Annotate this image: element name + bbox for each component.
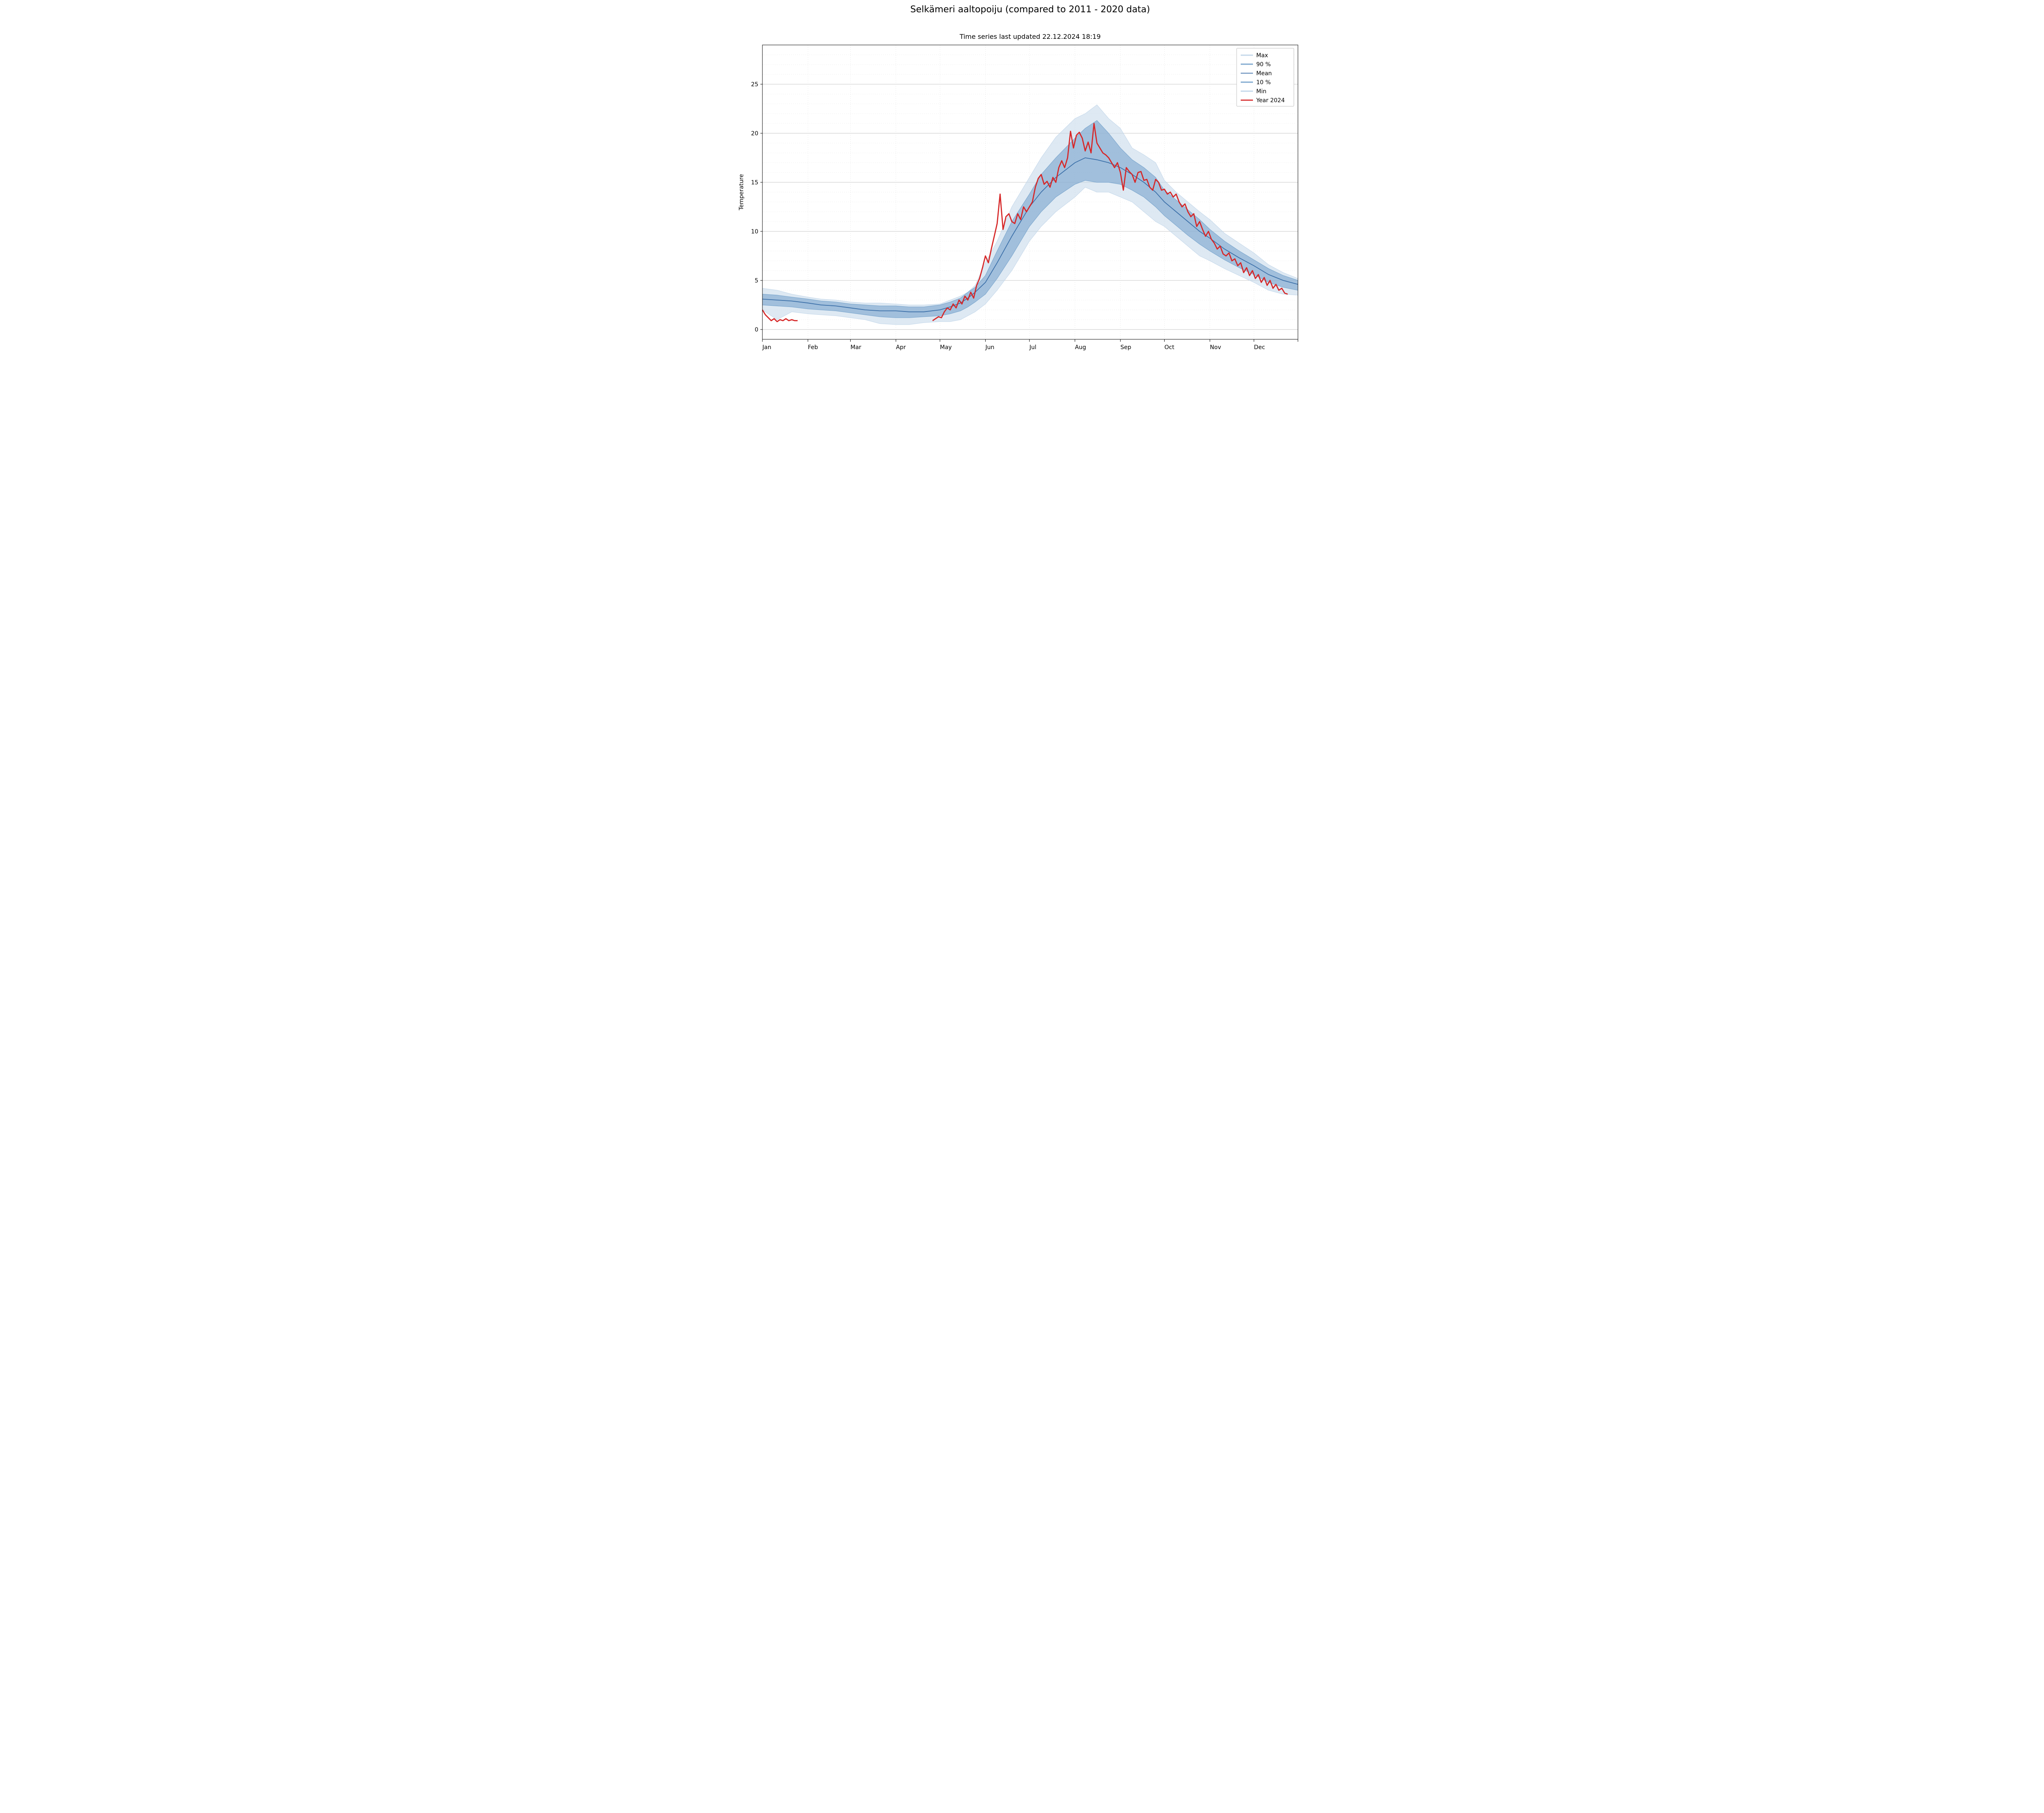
ytick-label: 5 (755, 278, 758, 284)
xtick-label: Nov (1210, 344, 1221, 351)
xtick-label: Jul (1029, 344, 1036, 351)
chart-subtitle: Time series last updated 22.12.2024 18:1… (959, 33, 1100, 40)
xtick-label: Feb (808, 344, 818, 351)
xtick-label: Jan (762, 344, 771, 351)
legend-label: Max (1256, 52, 1268, 59)
temperature-timeseries-chart: Selkämeri aaltopoiju (compared to 2011 -… (736, 0, 1308, 367)
ytick-label: 25 (751, 81, 758, 88)
legend-label: Year 2024 (1256, 97, 1285, 104)
legend-label: 90 % (1256, 61, 1271, 68)
ytick-label: 20 (751, 130, 758, 137)
xtick-label: Mar (850, 344, 861, 351)
xtick-label: Oct (1164, 344, 1174, 351)
xtick-label: Apr (896, 344, 906, 351)
ylabel: Temperature (738, 174, 745, 211)
legend-label: Mean (1256, 70, 1272, 77)
chart-title: Selkämeri aaltopoiju (compared to 2011 -… (910, 4, 1150, 15)
xtick-label: Aug (1075, 344, 1086, 351)
ytick-label: 0 (755, 327, 758, 333)
xtick-label: May (940, 344, 952, 351)
legend-label: 10 % (1256, 79, 1271, 86)
chart-container: Selkämeri aaltopoiju (compared to 2011 -… (736, 0, 1308, 367)
ytick-label: 10 (751, 229, 758, 235)
xtick-label: Jun (985, 344, 995, 351)
ytick-label: 15 (751, 179, 758, 186)
xtick-label: Dec (1254, 344, 1265, 351)
xtick-label: Sep (1121, 344, 1132, 351)
legend-label: Min (1256, 88, 1266, 95)
